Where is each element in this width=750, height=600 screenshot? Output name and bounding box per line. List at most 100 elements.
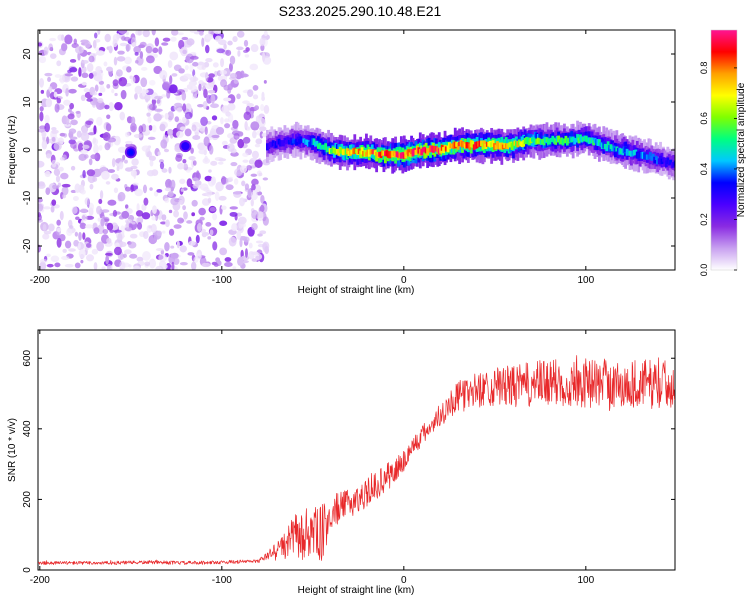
spectrogram-noise-blob — [175, 154, 183, 162]
spectrogram-noise-blob — [227, 40, 233, 46]
spectrogram-noise-blob — [41, 139, 48, 150]
spectrogram-noise-blob — [41, 131, 47, 138]
spectrogram-noise-blob — [112, 209, 118, 217]
spectrogram-signal-cell — [347, 150, 351, 156]
spectrogram-noise-blob — [178, 39, 185, 50]
spectrogram-signal-cell — [286, 136, 290, 144]
spectrogram-noise-blob — [39, 125, 46, 130]
spectrogram-noise-blob — [142, 30, 150, 38]
spectrogram-noise-blob — [233, 132, 240, 140]
spectrogram-noise-blob — [156, 230, 162, 237]
spectrogram-noise-blob — [197, 103, 204, 108]
spectrogram-noise-blob — [85, 120, 94, 126]
colorbar-tick-label: 0.0 — [699, 264, 709, 277]
spectrogram-noise-blob — [192, 61, 199, 67]
spectrogram-noise-blob — [93, 262, 98, 270]
spectrogram-signal-cell — [375, 151, 379, 157]
snr-x-tick-label: 0 — [401, 575, 407, 586]
spectrogram-noise-blob — [75, 110, 81, 114]
spectrogram-signal-cell — [651, 153, 655, 160]
spectrogram-noise-blob — [48, 86, 53, 92]
spectrogram-x-tick-label: 0 — [401, 275, 407, 286]
spectrogram-signal-cell — [334, 142, 338, 156]
spectrogram-noise-blob — [130, 76, 136, 84]
spectrogram-noise-blob — [114, 92, 118, 97]
spectrogram-noise-blob — [105, 123, 112, 132]
spectrogram-noise-blob — [124, 167, 133, 172]
spectrogram-noise-blob — [104, 33, 111, 43]
spectrogram-noise-blob — [82, 232, 86, 240]
spectrogram-noise-blob — [151, 30, 156, 36]
spectrogram-noise-blob — [81, 213, 88, 222]
spectrogram-signal-cell — [458, 141, 462, 153]
spectrogram-noise-blob — [260, 44, 265, 52]
spectrogram-noise-blob — [60, 34, 65, 41]
spectrogram-noise-blob — [252, 130, 257, 139]
spectrogram-noise-blob — [47, 223, 55, 232]
spectrogram-noise-blob — [219, 247, 228, 256]
spectrogram-y-tick-label: 10 — [22, 96, 33, 108]
spectrogram-noise-blob — [79, 222, 87, 230]
spectrogram-noise-blob — [73, 239, 80, 247]
spectrogram-signal-cell — [669, 159, 673, 165]
spectrogram-signal-cell — [354, 148, 358, 160]
spectrogram-noise-blob — [124, 56, 132, 65]
spectrogram-noise-blob — [239, 238, 243, 248]
spectrogram-signal-cell — [372, 149, 376, 155]
spectrogram-noise-blob — [224, 123, 231, 129]
spectrogram-noise-blob — [80, 259, 84, 264]
spectrogram-noise-blob — [136, 256, 144, 262]
spectrogram-signal-cell — [533, 139, 537, 145]
spectrogram-noise-blob — [152, 47, 159, 54]
spectrogram-signal-cell — [555, 135, 559, 142]
spectrogram-noise-blob — [139, 51, 144, 59]
spectrogram-noise-blob — [204, 155, 208, 163]
spectrogram-noise-blob — [232, 36, 238, 43]
spectrogram-noise-blob — [254, 253, 263, 260]
spectrogram-noise-blob — [38, 182, 46, 189]
spectrogram-noise-blob — [174, 102, 183, 107]
spectrogram-noise-blob — [120, 89, 127, 100]
spectrogram-signal-cell — [477, 142, 480, 152]
spectrogram-noise-blob — [130, 116, 136, 126]
spectrogram-noise-blob — [168, 228, 175, 236]
spectrogram-noise-blob — [44, 114, 50, 124]
spectrogram-noise-blob — [97, 97, 104, 104]
spectrogram-signal-cell — [404, 151, 408, 159]
spectrogram-noise-blob — [40, 89, 45, 94]
spectrogram-signal-cell — [589, 137, 593, 144]
spectrogram-noise-blob — [262, 241, 270, 251]
spectrogram-noise-blob — [132, 265, 141, 270]
spectrogram-signal-cell — [500, 142, 504, 150]
spectrogram-noise-blob — [205, 222, 212, 227]
spectrogram-noise-blob — [125, 43, 131, 52]
spectrogram-noise-blob — [38, 128, 46, 133]
spectrogram-signal-cell — [437, 148, 441, 155]
spectrogram-signal-cell — [630, 150, 633, 157]
spectrogram-signal-cell — [533, 131, 537, 147]
spectrogram-signal-cell — [599, 142, 603, 148]
spectrogram-noise-blob — [51, 136, 56, 142]
spectrogram-noise-blob — [243, 236, 250, 243]
spectrogram-signal-cell — [672, 162, 675, 168]
spectrogram-noise-blob — [218, 195, 227, 201]
spectrogram-noise-blob — [192, 160, 197, 166]
spectrogram-noise-blob — [162, 230, 166, 234]
spectrogram-noise-blob — [131, 158, 139, 166]
spectrogram-noise-blob — [127, 241, 137, 249]
spectrogram-noise-blob — [182, 103, 187, 112]
spectrogram-noise-blob — [106, 83, 111, 89]
spectrogram-signal-cell — [548, 138, 552, 145]
spectrogram-signal-cell — [664, 160, 668, 168]
spectrogram-noise-blob — [157, 151, 161, 156]
spectrogram-signal-cell — [590, 137, 594, 144]
spectrogram-noise-blob — [118, 161, 124, 170]
spectrogram-noise-blob — [233, 178, 239, 185]
spectrogram-signal-cell — [662, 157, 665, 162]
spectrogram-noise-blob — [113, 135, 121, 146]
spectrogram-signal-cell — [606, 141, 610, 148]
spectrogram-noise-blob — [95, 38, 101, 43]
spectrogram-noise-blob — [141, 203, 147, 211]
spectrogram-noise-blob — [239, 197, 245, 207]
spectrogram-noise-blob — [171, 261, 175, 270]
